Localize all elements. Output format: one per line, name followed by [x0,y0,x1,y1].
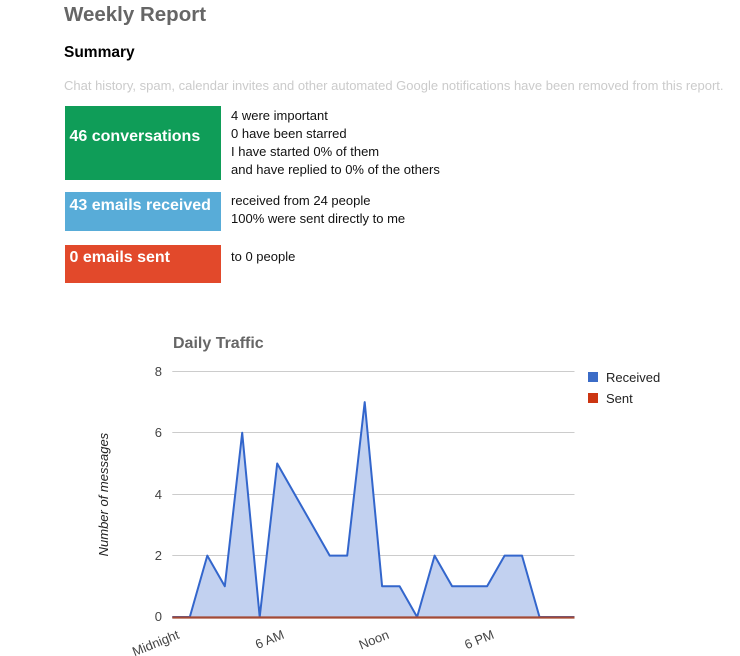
svg-text:6: 6 [155,425,162,440]
svg-text:Received: Received [606,370,660,385]
svg-text:Daily Traffic: Daily Traffic [173,335,264,352]
svg-text:2: 2 [155,548,162,563]
svg-text:6 AM: 6 AM [253,627,286,652]
svg-text:8: 8 [155,364,162,379]
svg-text:4: 4 [155,487,162,502]
svg-text:6 PM: 6 PM [462,627,496,652]
svg-text:0: 0 [155,609,162,624]
svg-text:Noon: Noon [357,627,391,653]
svg-text:Midnight: Midnight [130,627,182,656]
svg-text:Number of messages: Number of messages [96,432,111,556]
svg-text:Sent: Sent [606,391,633,406]
